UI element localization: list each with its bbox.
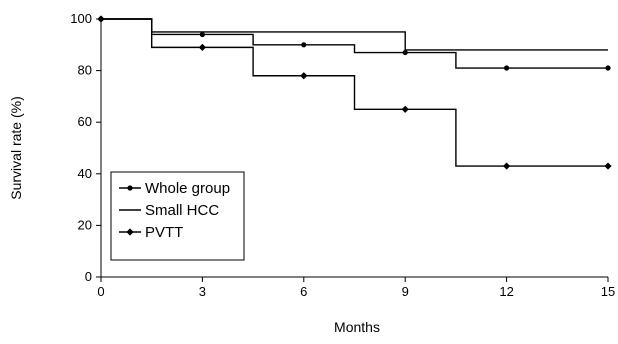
legend: Whole group Small HCC PVTT	[110, 171, 245, 261]
data-point-pvtt	[401, 105, 409, 113]
series-pvtt	[97, 15, 612, 170]
legend-marker-whole-group	[127, 185, 133, 191]
y-tick-label: 60	[78, 114, 92, 129]
data-point-pvtt	[300, 72, 308, 80]
data-point-pvtt	[97, 15, 105, 23]
x-tick-label: 15	[601, 284, 615, 299]
data-point-pvtt	[604, 162, 612, 170]
legend-entry-whole-group: Whole group	[119, 180, 230, 197]
legend-label-pvtt: PVTT	[145, 224, 183, 241]
legend-box	[110, 171, 245, 261]
y-tick-label: 0	[85, 269, 92, 284]
x-tick-label: 9	[402, 284, 409, 299]
data-point-whole-group	[605, 65, 611, 71]
axes: 0 20 40 60 80 100 0 3 6 9 12 15	[70, 11, 615, 299]
x-axis-title: Months	[334, 319, 380, 335]
x-tick-label: 0	[97, 284, 104, 299]
data-point-whole-group	[402, 49, 408, 56]
x-tick-label: 12	[499, 284, 513, 299]
legend-label-small-hcc: Small HCC	[145, 202, 219, 219]
legend-label-whole-group: Whole group	[145, 180, 230, 197]
legend-marker-pvtt	[126, 228, 134, 236]
y-tick-label: 20	[78, 217, 92, 232]
y-tick-label: 40	[78, 166, 92, 181]
y-tick-label: 80	[78, 63, 92, 78]
data-point-whole-group	[199, 31, 205, 38]
legend-entry-pvtt: PVTT	[119, 224, 183, 241]
x-tick-label: 6	[300, 284, 307, 299]
data-point-pvtt	[503, 162, 511, 170]
y-tick-label: 100	[70, 11, 92, 26]
data-point-pvtt	[198, 43, 206, 51]
data-point-whole-group	[504, 65, 510, 71]
legend-entry-small-hcc: Small HCC	[119, 202, 219, 219]
series-whole-group	[98, 16, 611, 71]
y-axis-title: Survival rate (%)	[8, 96, 24, 199]
series-line-whole-group	[101, 18, 608, 69]
series-line-pvtt	[101, 18, 608, 167]
x-tick-label: 3	[199, 284, 206, 299]
data-point-whole-group	[301, 42, 307, 48]
series-layer	[97, 15, 612, 170]
